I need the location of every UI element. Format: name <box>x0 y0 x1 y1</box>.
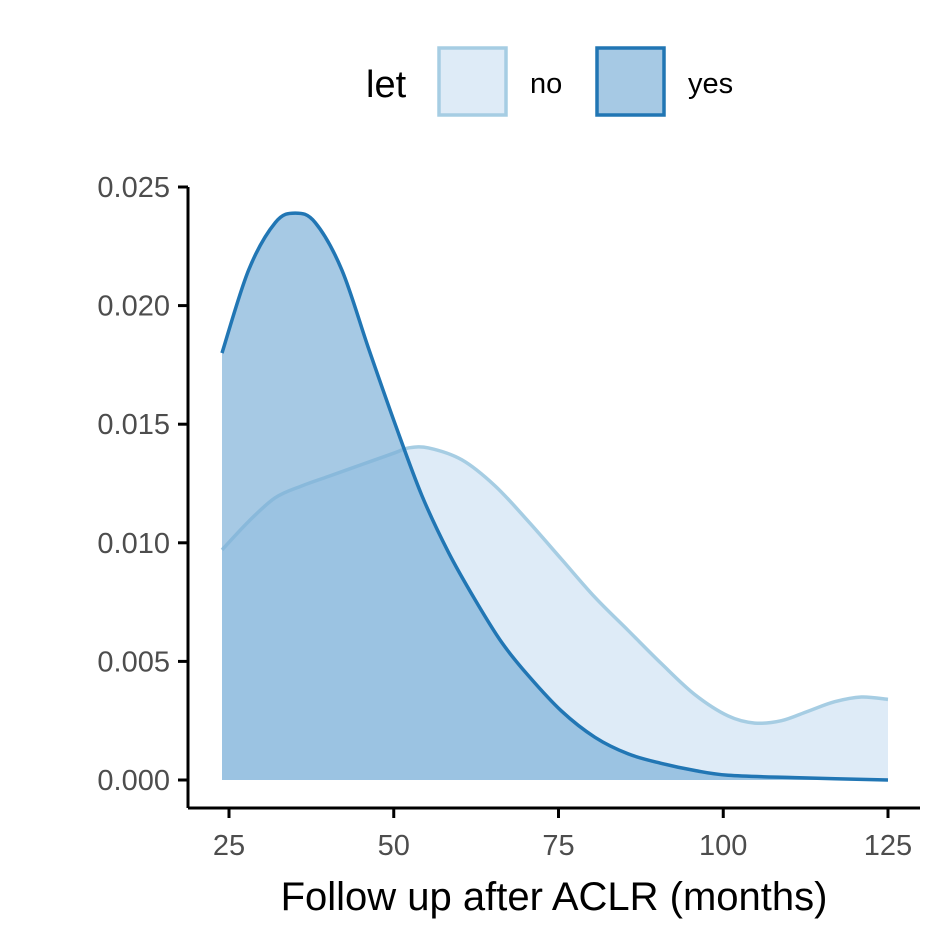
y-tick-label: 0.025 <box>97 172 170 204</box>
x-tick-label: 25 <box>213 830 245 862</box>
x-tick-label: 100 <box>699 830 747 862</box>
y-axis-ticks: 0.000 0.005 0.010 0.015 0.020 0.025 <box>97 172 188 797</box>
x-tick-label: 75 <box>542 830 574 862</box>
density-line-yes <box>220 211 889 782</box>
legend-label-yes: yes <box>688 68 733 100</box>
y-tick-label: 0.020 <box>97 291 170 323</box>
density-area-yes <box>222 213 888 781</box>
x-axis-title: Follow up after ACLR (months) <box>281 875 828 919</box>
legend-key-yes <box>595 46 666 117</box>
axes <box>186 187 920 810</box>
legend-title: let <box>366 64 407 106</box>
y-tick-label: 0.015 <box>97 409 170 441</box>
y-tick-label: 0.005 <box>97 646 170 678</box>
y-tick-label: 0.010 <box>97 528 170 560</box>
x-tick-label: 125 <box>864 830 912 862</box>
legend: let no yes <box>366 46 733 117</box>
x-tick-label: 50 <box>378 830 410 862</box>
legend-label-no: no <box>530 68 562 100</box>
legend-key-no <box>437 46 508 117</box>
x-axis-ticks: 25 50 75 100 125 <box>213 808 912 862</box>
plot-area <box>220 211 889 782</box>
y-tick-label: 0.000 <box>97 765 170 797</box>
